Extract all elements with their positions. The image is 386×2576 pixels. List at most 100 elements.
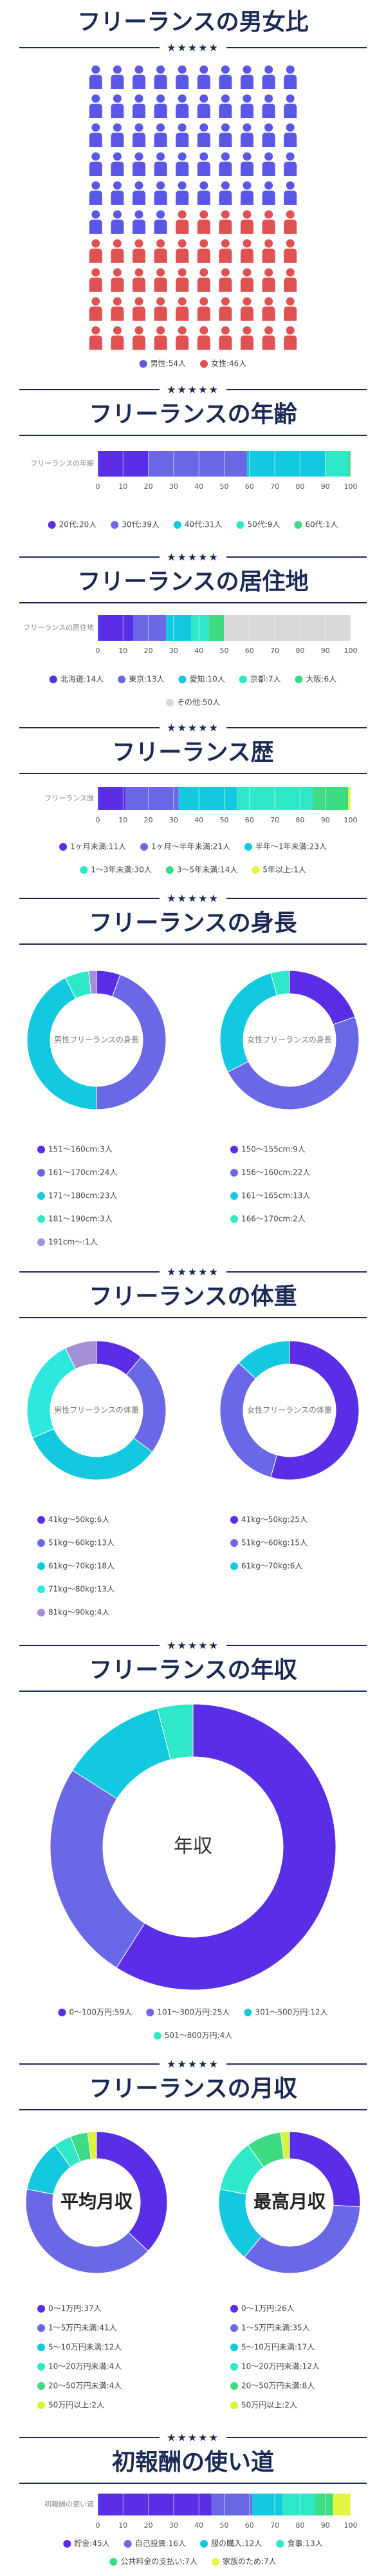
legend-label: 191cm〜:1人 bbox=[48, 1238, 98, 1247]
legend-dot bbox=[37, 2344, 45, 2351]
person-body bbox=[176, 249, 189, 263]
legend-label: 171〜180cm:23人 bbox=[48, 1191, 117, 1200]
person-body bbox=[111, 104, 124, 118]
stars: ★★★★★ bbox=[167, 722, 219, 734]
person-icon bbox=[197, 123, 210, 147]
legend-row: 20代:20人 30代:39人 40代:31人 50代:9人 60代:1人 bbox=[48, 520, 338, 529]
legend-label: 156〜160cm:22人 bbox=[241, 1168, 310, 1177]
person-icon bbox=[241, 210, 253, 234]
person-head bbox=[178, 65, 187, 74]
person-body bbox=[241, 75, 253, 89]
person-head bbox=[264, 210, 273, 219]
person-body bbox=[197, 133, 210, 147]
person-head bbox=[243, 239, 252, 248]
person-head bbox=[199, 181, 208, 190]
legend-row: 1〜3年未満:30人 3〜5年未満:14人 5年以上:1人 bbox=[80, 866, 306, 875]
person-head bbox=[91, 239, 100, 248]
person-body bbox=[111, 75, 124, 89]
legend-dot bbox=[37, 1516, 45, 1524]
legend-dot bbox=[49, 676, 57, 683]
person-body bbox=[262, 104, 275, 118]
person-icon bbox=[176, 210, 189, 234]
bar-segment bbox=[282, 2494, 315, 2515]
legend-label: 貯金:45人 bbox=[74, 2539, 109, 2548]
person-icon bbox=[241, 94, 253, 118]
legend-label: 北海道:14人 bbox=[60, 675, 104, 684]
stars: ★★★★★ bbox=[167, 384, 219, 396]
x-tick-label: 0 bbox=[96, 816, 100, 824]
person-icon bbox=[154, 152, 167, 176]
person-body bbox=[241, 191, 253, 205]
section-title: フリーランスの身長 bbox=[89, 910, 297, 936]
legend-dot bbox=[230, 1539, 238, 1547]
bar-segment bbox=[191, 615, 209, 641]
x-tick-label: 60 bbox=[245, 816, 254, 824]
legend-dot bbox=[37, 2324, 45, 2332]
person-icon bbox=[284, 152, 297, 176]
person-body bbox=[133, 249, 145, 263]
donut-center-label: 年収 bbox=[174, 1835, 212, 1858]
person-head bbox=[199, 297, 208, 306]
person-head bbox=[199, 65, 208, 74]
legend-label: 41kg〜50kg:25人 bbox=[241, 1515, 308, 1524]
person-body bbox=[111, 133, 124, 147]
person-body bbox=[176, 133, 189, 147]
legend-label: 5〜10万円未満:12人 bbox=[48, 2343, 122, 2352]
person-body bbox=[154, 162, 167, 176]
person-head bbox=[264, 239, 273, 248]
person-icon bbox=[133, 152, 145, 176]
person-body bbox=[241, 278, 253, 292]
person-head bbox=[178, 239, 187, 248]
person-head bbox=[178, 94, 187, 103]
person-icon bbox=[176, 181, 189, 205]
legend-dot bbox=[59, 843, 68, 851]
legend-label: 81kg〜90kg:4人 bbox=[48, 1608, 109, 1617]
person-head bbox=[264, 268, 273, 277]
legend-dot bbox=[230, 2363, 238, 2371]
person-head bbox=[199, 152, 208, 161]
x-tick-label: 70 bbox=[270, 482, 279, 491]
person-head bbox=[286, 65, 295, 74]
section-title: フリーランスの年齢 bbox=[89, 401, 297, 428]
person-body bbox=[89, 191, 102, 205]
bar-segment bbox=[315, 2494, 333, 2515]
person-head bbox=[156, 94, 165, 103]
legend-label: 食事:13人 bbox=[287, 2539, 322, 2548]
person-body bbox=[154, 104, 167, 118]
person-icon bbox=[219, 123, 232, 147]
bar-segment bbox=[133, 615, 167, 641]
person-body bbox=[219, 104, 232, 118]
legend-column: 41kg〜50kg:25人 51kg〜60kg:15人 61kg〜70kg:6人 bbox=[230, 1515, 308, 1571]
legend-label: 501〜800万円:4人 bbox=[165, 2031, 233, 2040]
person-body bbox=[262, 307, 275, 321]
person-body bbox=[241, 133, 253, 147]
legend-row: 0〜100万円:59人 101〜300万円:25人 301〜500万円:12人 bbox=[58, 2008, 328, 2017]
person-head bbox=[156, 268, 165, 277]
person-body bbox=[154, 307, 167, 321]
person-body bbox=[284, 336, 297, 350]
person-icon bbox=[111, 65, 124, 89]
legend-dot bbox=[230, 1562, 238, 1570]
person-body bbox=[176, 278, 189, 292]
person-icon bbox=[219, 326, 232, 350]
person-icon bbox=[154, 268, 167, 292]
stars: ★★★★★ bbox=[167, 1266, 219, 1278]
x-tick-label: 40 bbox=[194, 2521, 203, 2530]
person-head bbox=[156, 239, 165, 248]
legend-label: 自己投資:16人 bbox=[135, 2539, 186, 2548]
legend-row: 男性:54人 女性:46人 bbox=[139, 359, 246, 368]
person-head bbox=[134, 210, 143, 219]
person-body bbox=[262, 249, 275, 263]
person-head bbox=[178, 181, 187, 190]
person-body bbox=[176, 75, 189, 89]
bar-segment bbox=[313, 787, 349, 810]
person-icon bbox=[133, 181, 145, 205]
person-body bbox=[219, 307, 232, 321]
person-head bbox=[113, 239, 122, 248]
x-tick-label: 20 bbox=[144, 816, 153, 824]
legend-label: 1ヶ月未満:11人 bbox=[70, 842, 126, 851]
person-head bbox=[243, 210, 252, 219]
legend-label: 20〜50万円未満:4人 bbox=[48, 2382, 122, 2391]
legend-label: 5〜10万円未満:17人 bbox=[241, 2343, 315, 2352]
donut-segment bbox=[96, 2131, 168, 2252]
